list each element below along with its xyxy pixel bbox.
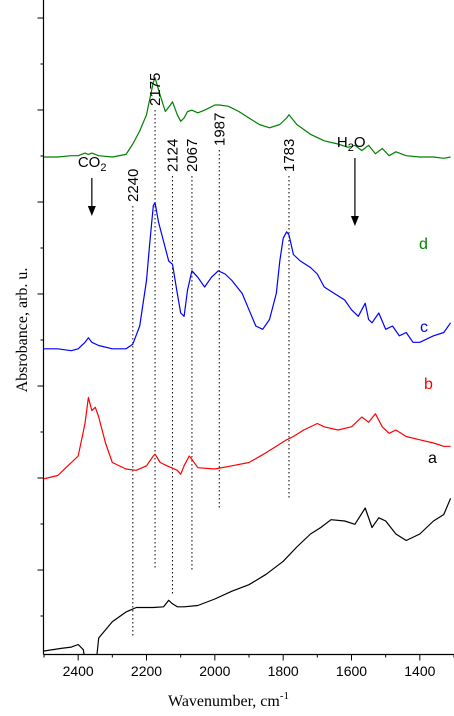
- peak-label-2175: 2175: [147, 73, 164, 106]
- x-tick-label: 2200: [131, 663, 162, 679]
- x-tick-label: 1400: [404, 663, 435, 679]
- x-tick-label: 1600: [336, 663, 367, 679]
- x-axis-label: Wavenumber, cm-1: [168, 690, 289, 710]
- x-tick-marks: [43, 654, 454, 661]
- series-line-d: [44, 77, 451, 159]
- series-label-c: c: [420, 319, 428, 336]
- peak-guide-lines: [132, 110, 290, 636]
- peak-label-1987: 1987: [211, 113, 228, 146]
- y-tick-marks: [37, 17, 44, 617]
- series-line-a: [44, 498, 452, 654]
- x-tick-label: 1800: [268, 663, 299, 679]
- co2-arrowhead: [87, 206, 96, 216]
- h2o-annotation: H2O: [337, 134, 366, 154]
- series-label-d: d: [419, 236, 428, 253]
- h2o-arrowhead: [350, 216, 359, 226]
- series-label-a: a: [428, 450, 437, 467]
- series-line-b: [44, 396, 451, 480]
- series-line-c: [44, 201, 452, 352]
- x-tick-label: 2000: [199, 663, 230, 679]
- series-label-b: b: [424, 376, 433, 393]
- peak-label-1783: 1783: [281, 139, 298, 172]
- y-axis-label: Absrobance, arb. u.: [14, 268, 31, 393]
- peak-label-2124: 2124: [164, 139, 181, 172]
- peak-label-2240: 2240: [125, 169, 142, 202]
- series-labels: a b c d: [419, 236, 437, 467]
- peak-label-2067: 2067: [184, 139, 201, 172]
- peak-labels: 2240 2175 2124 2067 1987 1783: [125, 73, 298, 202]
- x-tick-labels: 2400 2200 2000 1800 1600 1400: [63, 663, 436, 679]
- series-lines: [44, 77, 452, 654]
- x-tick-label: 2400: [63, 663, 94, 679]
- co2-annotation: CO2: [78, 154, 107, 174]
